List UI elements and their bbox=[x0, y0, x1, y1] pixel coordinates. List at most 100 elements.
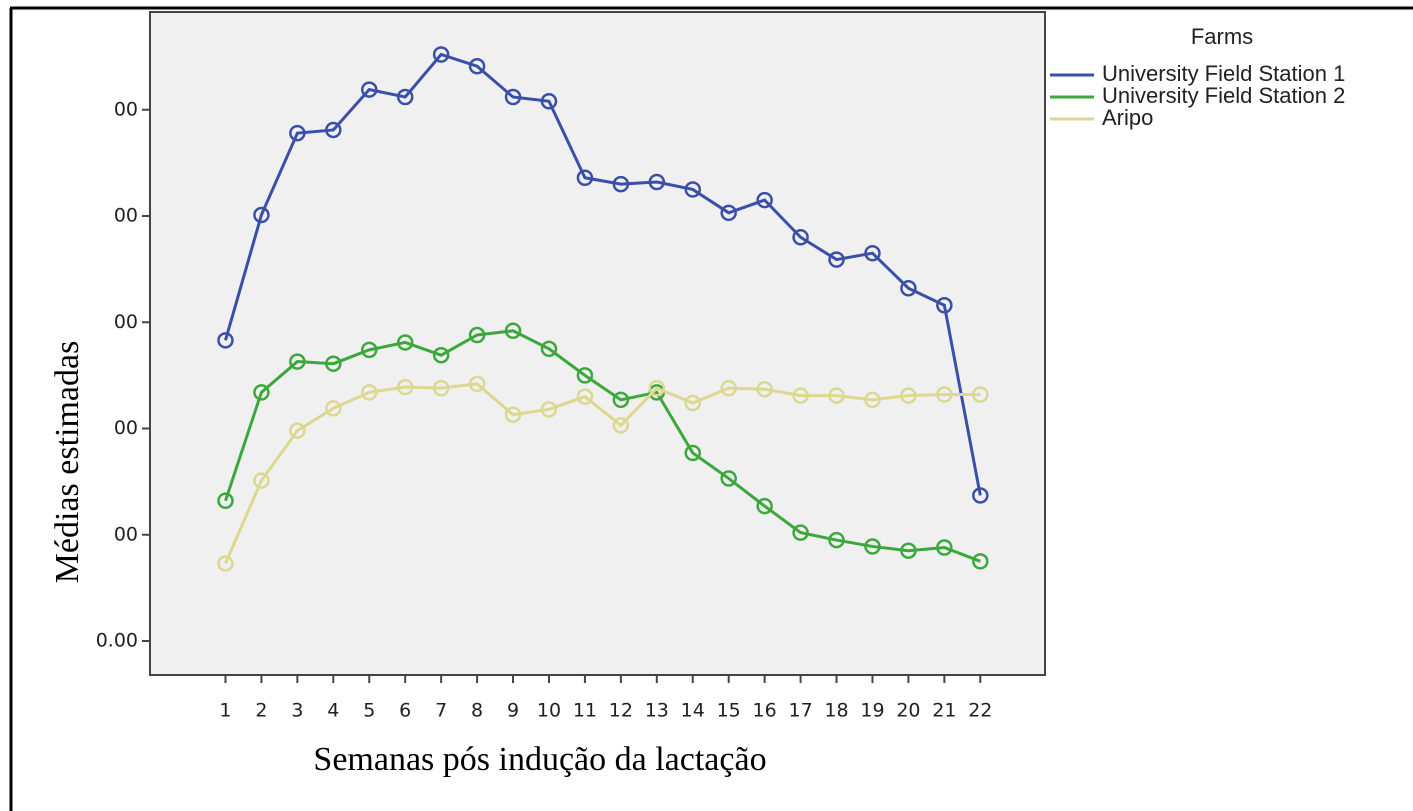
data-point bbox=[792, 524, 809, 541]
data-point bbox=[253, 472, 270, 489]
data-point bbox=[864, 244, 881, 262]
data-point bbox=[936, 386, 953, 403]
data-point bbox=[325, 355, 342, 372]
data-point bbox=[540, 93, 558, 110]
data-point bbox=[468, 57, 486, 75]
data-point bbox=[576, 388, 594, 405]
x-tick-label: 12 bbox=[609, 700, 633, 722]
x-tick-label: 8 bbox=[471, 700, 483, 722]
data-point bbox=[325, 121, 342, 139]
data-point bbox=[720, 204, 737, 222]
data-point bbox=[684, 394, 702, 412]
data-point bbox=[576, 169, 594, 186]
data-point bbox=[289, 124, 306, 142]
y-tick-label: 0.00 bbox=[96, 630, 138, 652]
y-axis-title: Médias estimadas bbox=[49, 341, 86, 584]
x-tick-label: 14 bbox=[681, 700, 705, 722]
data-point bbox=[253, 206, 270, 224]
y-tick-label: 00 bbox=[114, 417, 138, 439]
x-tick-label: 16 bbox=[753, 700, 777, 722]
data-point bbox=[720, 470, 737, 487]
y-tick-label: 00 bbox=[114, 98, 138, 120]
data-point bbox=[792, 229, 809, 246]
x-tick-label: 20 bbox=[896, 700, 920, 722]
x-tick-label: 7 bbox=[435, 700, 447, 722]
data-point bbox=[217, 492, 234, 509]
data-point bbox=[648, 379, 666, 397]
data-point bbox=[504, 406, 522, 423]
data-point bbox=[576, 367, 594, 384]
data-point bbox=[792, 387, 809, 404]
data-point bbox=[504, 88, 522, 106]
data-point bbox=[396, 334, 414, 351]
data-point bbox=[900, 280, 917, 297]
y-tick-label: 00 bbox=[114, 311, 138, 333]
data-point bbox=[864, 538, 881, 555]
data-point bbox=[540, 401, 558, 418]
data-point bbox=[396, 378, 414, 396]
data-point bbox=[468, 375, 486, 393]
series-line bbox=[224, 382, 981, 565]
x-tick-label: 10 bbox=[537, 700, 561, 722]
x-tick-label: 13 bbox=[645, 700, 669, 722]
data-point bbox=[684, 444, 702, 462]
data-point bbox=[756, 497, 773, 515]
x-tick-label: 21 bbox=[932, 700, 956, 722]
data-point bbox=[828, 531, 845, 549]
data-point bbox=[720, 379, 737, 397]
y-tick-label: 00 bbox=[114, 523, 138, 545]
data-point bbox=[900, 542, 917, 559]
data-point bbox=[972, 386, 989, 403]
x-tick-label: 11 bbox=[573, 700, 597, 722]
data-point bbox=[828, 387, 845, 404]
data-point bbox=[432, 46, 450, 63]
data-point bbox=[936, 297, 953, 314]
data-point bbox=[468, 326, 486, 344]
legend-title: Farms bbox=[1191, 24, 1253, 49]
x-tick-label: 6 bbox=[399, 700, 411, 722]
data-point bbox=[756, 380, 773, 398]
data-point bbox=[504, 322, 522, 339]
x-axis-title: Semanas pós indução da lactação bbox=[313, 741, 766, 778]
data-point bbox=[972, 487, 989, 504]
data-point bbox=[612, 175, 630, 193]
x-tick-label: 17 bbox=[788, 700, 812, 722]
data-point bbox=[648, 173, 666, 191]
data-point bbox=[828, 251, 845, 268]
series-line bbox=[224, 52, 982, 496]
data-point bbox=[361, 81, 378, 98]
data-point bbox=[540, 340, 558, 358]
data-point bbox=[900, 387, 917, 404]
data-point bbox=[684, 181, 702, 198]
plot-area bbox=[149, 11, 1046, 676]
data-point bbox=[396, 88, 414, 106]
data-point bbox=[289, 422, 306, 439]
data-point bbox=[612, 391, 630, 409]
x-tick-label: 9 bbox=[507, 700, 519, 722]
legend-label: Aripo bbox=[1102, 105, 1153, 130]
legend-label: University Field Station 2 bbox=[1102, 83, 1345, 108]
data-point bbox=[612, 417, 630, 434]
data-point bbox=[217, 555, 234, 572]
data-point bbox=[972, 553, 989, 570]
data-point bbox=[325, 400, 342, 417]
data-point bbox=[936, 539, 953, 556]
x-tick-label: 19 bbox=[860, 700, 884, 722]
data-point bbox=[361, 384, 378, 401]
x-tick-label: 5 bbox=[363, 700, 375, 722]
data-point bbox=[253, 384, 270, 401]
data-point bbox=[217, 332, 234, 349]
data-point bbox=[756, 191, 773, 209]
x-tick-label: 1 bbox=[219, 700, 231, 722]
series-line bbox=[224, 329, 981, 563]
x-tick-label: 4 bbox=[327, 700, 339, 722]
x-tick-label: 22 bbox=[968, 700, 992, 722]
data-point bbox=[432, 379, 450, 397]
x-tick-label: 15 bbox=[717, 700, 741, 722]
data-point bbox=[289, 353, 306, 370]
x-tick-label: 2 bbox=[255, 700, 267, 722]
y-tick-label: 00 bbox=[114, 205, 138, 227]
data-point bbox=[361, 341, 378, 359]
